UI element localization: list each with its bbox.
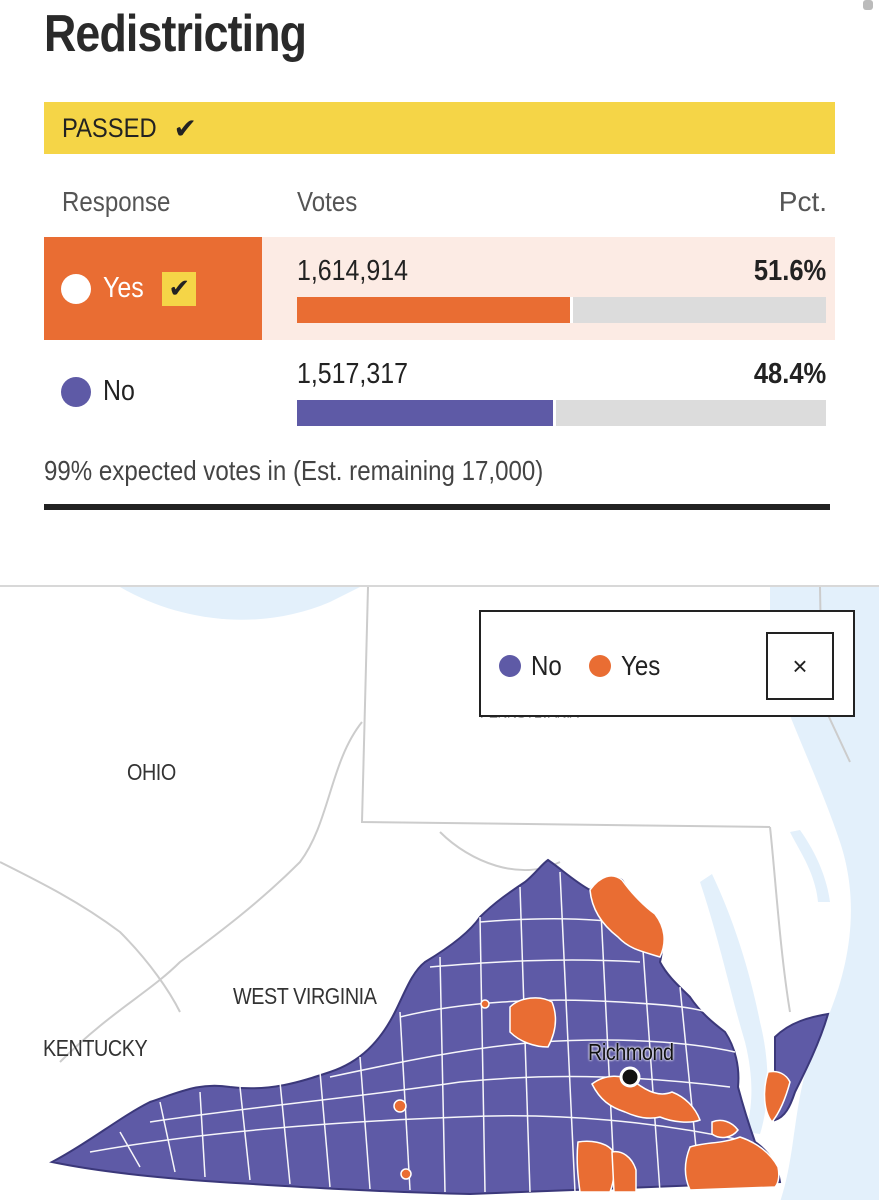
votes-no: 1,517,317	[297, 358, 408, 390]
legend-item-no: No	[499, 650, 567, 682]
votes-yes: 1,614,914	[297, 255, 408, 287]
legend-yes-dot-icon	[589, 655, 611, 677]
legend-no-dot-icon	[499, 655, 521, 677]
legend-label-yes: Yes	[621, 650, 661, 681]
atlantic-ocean	[770, 587, 879, 1200]
response-label-yes: Yes	[103, 272, 144, 304]
column-header-pct: Pct.	[778, 186, 827, 217]
status-label: PASSED	[62, 112, 157, 143]
expected-votes-text: 99% expected votes in (Est. remaining 17…	[44, 455, 544, 486]
legend-close-button[interactable]: ×	[766, 632, 834, 700]
vote-bar-yes	[297, 297, 826, 323]
checkmark-icon: ✔	[173, 112, 198, 144]
divider	[44, 504, 830, 510]
response-cell-no: No	[44, 340, 262, 443]
no-dot-icon	[61, 376, 91, 407]
scrollbar-thumb[interactable]	[863, 0, 873, 10]
map-label-ohio: OHIO	[127, 759, 176, 785]
result-row-yes: Yes ✔ 1,614,914 51.6%	[44, 237, 835, 340]
page-title: Redistricting	[44, 5, 307, 63]
column-header-response: Response	[62, 186, 171, 217]
richmond-marker-icon[interactable]	[619, 1066, 641, 1088]
map-label-richmond: Richmond	[588, 1039, 674, 1065]
winner-checkmark-icon: ✔	[162, 271, 197, 306]
map-legend: No Yes ×	[479, 610, 855, 717]
chesapeake-bay	[700, 874, 768, 1134]
delaware-bay	[790, 830, 830, 902]
pct-no: 48.4%	[753, 358, 826, 390]
status-banner: PASSED ✔	[44, 102, 835, 154]
vote-bar-fill-yes	[297, 297, 573, 323]
vote-bar-no	[297, 400, 826, 426]
virginia-no-region[interactable]	[49, 858, 782, 1196]
yes-dot-icon	[61, 273, 91, 304]
result-row-no: No 1,517,317 48.4%	[44, 340, 835, 443]
legend-label-no: No	[531, 650, 562, 681]
vote-bar-fill-no	[297, 400, 557, 426]
eastern-shore-no-region[interactable]	[774, 1012, 830, 1122]
response-label-no: No	[103, 375, 135, 407]
lake-erie	[120, 587, 360, 620]
eastern-shore-yes-region[interactable]	[763, 1070, 791, 1124]
pct-yes: 51.6%	[753, 255, 826, 287]
map-label-kentucky: KENTUCKY	[43, 1035, 148, 1061]
map-canvas[interactable]	[0, 587, 879, 1200]
response-cell-yes: Yes ✔	[44, 237, 262, 340]
map-label-west-virginia: WEST VIRGINIA	[233, 983, 377, 1009]
column-header-votes: Votes	[297, 186, 358, 217]
legend-item-yes: Yes	[589, 650, 667, 682]
